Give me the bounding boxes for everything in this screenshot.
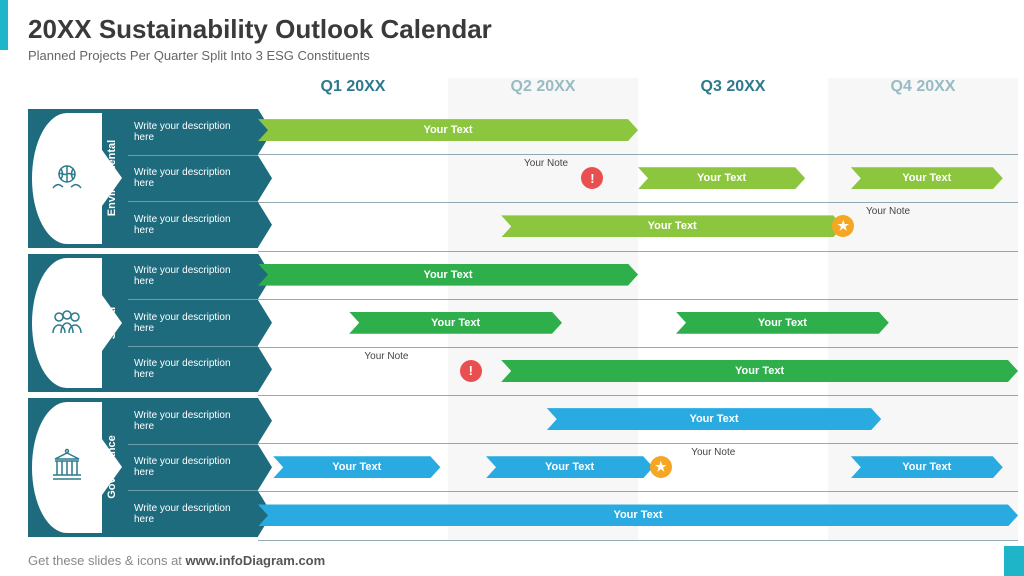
gantt-bar: Your Text [851, 167, 1003, 189]
page-subtitle: Planned Projects Per Quarter Split Into … [28, 48, 1024, 63]
row-line [258, 540, 1018, 541]
gantt-bar: Your Text [273, 456, 440, 478]
row-desc: Write your description here [128, 398, 258, 445]
quarter-header: Q3 20XX [638, 78, 828, 102]
row-desc: Write your description here [128, 491, 258, 537]
desc-column: Write your description hereWrite your de… [128, 254, 258, 393]
row-line [258, 491, 1018, 492]
row-desc: Write your description here [128, 300, 258, 347]
row-desc: Write your description here [128, 202, 258, 248]
header: 20XX Sustainability Outlook Calendar Pla… [0, 0, 1024, 71]
category-env: EnvironmentalWrite your description here… [28, 106, 1018, 251]
row-line [258, 299, 1018, 300]
gantt-bar: Your Text [676, 312, 889, 334]
note-label: Your Note [691, 447, 735, 458]
gantt-bar: Your Text [258, 504, 1018, 526]
accent-tab-right [1004, 546, 1024, 576]
category-gov: GovernanceWrite your description hereWri… [28, 395, 1018, 540]
row-desc: Write your description here [128, 109, 258, 156]
category-head: EnvironmentalWrite your description here… [28, 109, 258, 248]
footer: Get these slides & icons at www.infoDiag… [28, 553, 325, 568]
row-line [258, 347, 1018, 348]
row-desc: Write your description here [128, 254, 258, 301]
row-line [258, 154, 1018, 155]
category-head: SocialWrite your description hereWrite y… [28, 254, 258, 393]
gantt-bar: Your Text [486, 456, 653, 478]
row-desc: Write your description here [128, 156, 258, 203]
accent-tab-left [0, 0, 8, 50]
gantt-bar: Your Text [851, 456, 1003, 478]
gantt-bar: Your Text [501, 215, 843, 237]
gantt-chart: Q1 20XXQ2 20XXQ3 20XXQ4 20XX Environment… [28, 78, 1018, 540]
footer-text: Get these slides & icons at [28, 553, 186, 568]
row-line [258, 202, 1018, 203]
lanes: EnvironmentalWrite your description here… [28, 106, 1018, 540]
star-icon: ★ [832, 215, 854, 237]
alert-icon: ! [460, 360, 482, 382]
gantt-bar: Your Text [258, 119, 638, 141]
row-desc: Write your description here [128, 445, 258, 492]
category-head: GovernanceWrite your description hereWri… [28, 398, 258, 537]
note-label: Your Note [364, 351, 408, 362]
note-label: Your Note [866, 206, 910, 217]
star-icon: ★ [650, 456, 672, 478]
desc-column: Write your description hereWrite your de… [128, 398, 258, 537]
gantt-bar: Your Text [349, 312, 562, 334]
page-title: 20XX Sustainability Outlook Calendar [28, 14, 1024, 45]
people-icon [32, 258, 102, 389]
building-icon [32, 402, 102, 533]
gantt-bar: Your Text [638, 167, 805, 189]
row-desc: Write your description here [128, 347, 258, 393]
globe-hands-icon [32, 113, 102, 244]
gantt-bar: Your Text [547, 408, 881, 430]
footer-brand: www.infoDiagram.com [186, 553, 326, 568]
gantt-bar: Your Text [501, 360, 1018, 382]
row-line [258, 443, 1018, 444]
gantt-bar: Your Text [258, 264, 638, 286]
alert-icon: ! [581, 167, 603, 189]
desc-column: Write your description hereWrite your de… [128, 109, 258, 248]
note-label: Your Note [524, 158, 568, 169]
category-soc: SocialWrite your description hereWrite y… [28, 251, 1018, 396]
quarter-header: Q1 20XX [258, 78, 448, 102]
